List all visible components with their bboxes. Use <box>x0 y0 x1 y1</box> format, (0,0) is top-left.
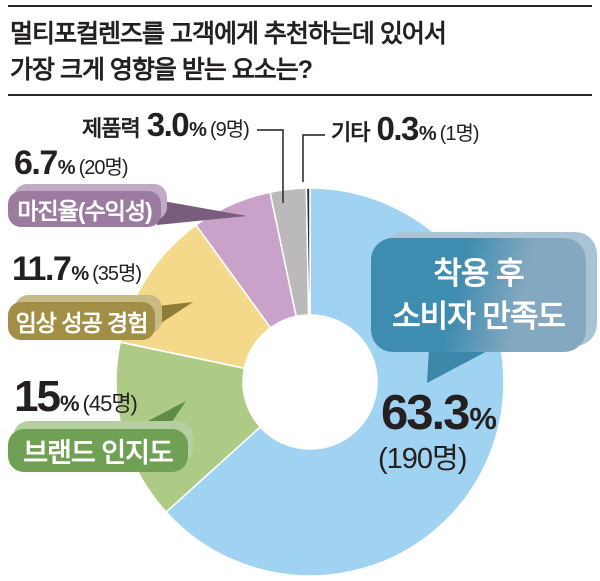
bubble-satisfaction-label: 착용 후 소비자 만족도 <box>371 238 586 352</box>
callout-brand-percent: 15 <box>14 372 61 421</box>
callout-etc-count: (1명) <box>439 123 480 145</box>
bubble-margin-label: 마진율(수익성) <box>8 191 161 227</box>
bubble-clinical-label: 임상 성공 경험 <box>8 302 155 340</box>
callout-clinical-unit: % <box>71 263 90 285</box>
callout-brand-count: (45명) <box>82 391 138 416</box>
callout-product-unit: % <box>189 119 207 141</box>
donut-slice-etc <box>305 187 311 316</box>
callout-etc-name: 기타 <box>331 120 370 145</box>
callout-brand-percent-row: 15 % (45명) <box>14 372 138 421</box>
callout-brand-unit: % <box>59 391 80 416</box>
callout-clinical-percent: 11.7 <box>12 250 72 288</box>
bubble-satisfaction-line2: 소비자 만족도 <box>392 299 566 334</box>
callout-margin-percent: 6.7 <box>14 144 58 182</box>
callout-etc-unit: % <box>418 123 437 145</box>
bubble-satisfaction-line1: 착용 후 <box>433 256 524 291</box>
callout-etc-percent: 0.3 <box>376 110 419 147</box>
bubble-satisfaction: 착용 후 소비자 만족도 <box>371 232 597 352</box>
page-title-line1: 멀티포컬렌즈를 고객에게 추천하는데 있어서 <box>10 20 447 48</box>
callout-satisfaction-unit: % <box>469 401 497 436</box>
callout-product-count: (9명) <box>209 119 250 141</box>
callout-clinical-percent-row: 11.7 % (35명) <box>12 250 142 288</box>
bubble-clinical: 임상 성공 경험 <box>8 295 162 340</box>
title-bottom-rule <box>8 94 592 96</box>
callout-product: 제품력 3.0 % (9명) <box>82 106 250 143</box>
callout-satisfaction-percent-row: 63.3 % <box>381 386 497 440</box>
callout-margin-unit: % <box>57 157 76 179</box>
bubble-brand-label: 브랜드 인지도 <box>8 429 188 472</box>
callout-satisfaction-percent: 63.3 <box>381 386 470 440</box>
callout-product-percent: 3.0 <box>146 106 190 143</box>
title-top-rule <box>8 5 592 7</box>
callout-clinical-count: (35명) <box>92 263 142 285</box>
bubble-margin: 마진율(수익성) <box>8 184 167 227</box>
callout-margin-percent-row: 6.7 % (20명) <box>14 144 129 182</box>
page-title-line2: 가장 크게 영향을 받는 요소는? <box>10 56 313 84</box>
callout-margin-count: (20명) <box>78 157 129 179</box>
callout-etc: 기타 0.3 % (1명) <box>331 110 480 147</box>
page-title: 멀티포컬렌즈를 고객에게 추천하는데 있어서 가장 크게 영향을 받는 요소는? <box>10 16 447 88</box>
callout-product-name: 제품력 <box>82 116 141 141</box>
callout-satisfaction-count: (190명) <box>378 443 467 475</box>
bubble-brand: 브랜드 인지도 <box>8 421 193 472</box>
